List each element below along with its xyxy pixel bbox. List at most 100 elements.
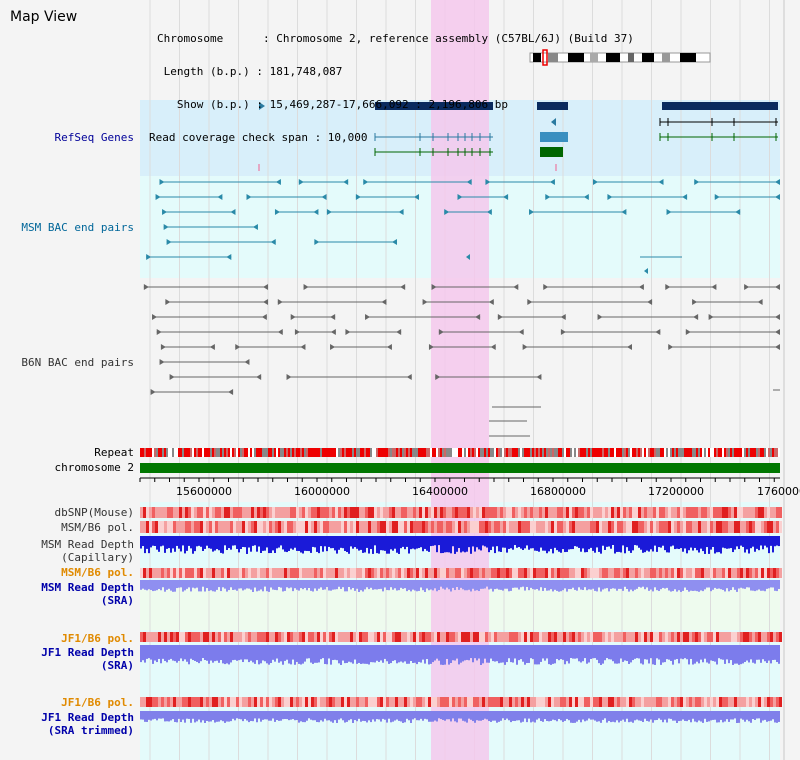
heat-cell [437,697,440,707]
depth-bar [478,536,480,550]
depth-bar [288,536,290,551]
depth-bar [518,536,520,548]
heat-cell [692,568,695,578]
repeat-bar [532,448,534,457]
heat-cell [482,521,485,533]
heat-cell [584,521,587,533]
heat-cell [335,507,338,518]
depth-bar [268,580,270,592]
bac-end-marker [246,194,252,200]
heat-cell [404,507,407,518]
repeat-bar [354,448,356,457]
depth-bar [740,645,742,665]
depth-bar [240,580,242,589]
track-label-msm-bac[interactable]: MSM BAC end pairs [21,221,134,234]
heat-cell [323,632,326,642]
heat-cell [419,507,422,518]
depth-bar [220,711,222,721]
depth-bar [464,711,466,722]
heat-cell [548,632,551,642]
track-label-refseq[interactable]: RefSeq Genes [54,131,134,144]
heat-cell [446,697,449,707]
depth-bar [394,536,396,549]
heat-cell [215,568,218,578]
heat-cell [152,521,155,533]
depth-bar [304,536,306,551]
heat-cell [506,507,509,518]
depth-bar [594,711,596,721]
depth-bar [370,536,372,550]
repeat-bar [754,448,756,457]
track-label-b6n-bac[interactable]: B6N BAC end pairs [21,356,134,369]
depth-bar [230,645,232,663]
repeat-bar [446,448,448,457]
heat-cell [350,632,353,642]
heat-cell [650,697,653,707]
heat-cell [473,521,476,533]
depth-bar [198,580,200,592]
depth-bar [452,580,454,588]
repeat-bar [742,448,744,457]
heat-cell [425,521,428,533]
heat-cell [560,521,563,533]
depth-bar [142,645,144,661]
heat-cell [317,632,320,642]
depth-bar [572,645,574,659]
heat-cell [386,632,389,642]
depth-bar [620,711,622,721]
depth-bar [418,711,420,721]
depth-bar [258,580,260,591]
repeat-bar [492,448,494,457]
heat-cell [236,507,239,518]
repeat-bar [604,448,606,457]
heat-cell [395,507,398,518]
repeat-bar [484,448,486,457]
heat-cell [257,507,260,518]
heat-cell [707,507,710,518]
depth-bar [168,645,170,660]
heat-cell [635,521,638,533]
heat-cell [689,697,692,707]
heat-cell [347,507,350,518]
depth-bar [228,645,230,665]
depth-bar [486,711,488,720]
depth-bar [202,536,204,552]
heat-cell [308,507,311,518]
heat-cell [221,632,224,642]
depth-bar [316,536,318,552]
heat-cell [719,697,722,707]
depth-bar [362,711,364,721]
heat-cell [173,632,176,642]
heat-cell [320,632,323,642]
heat-cell [230,697,233,707]
repeat-bar [592,448,594,457]
repeat-bar [226,448,228,457]
heat-cell [779,568,782,578]
heat-cell [146,697,149,707]
heat-cell [407,568,410,578]
depth-bar [710,645,712,661]
heat-cell [569,568,572,578]
depth-bar [464,645,466,661]
repeat-bar [260,448,262,457]
depth-bar [628,711,630,723]
heat-cell [608,521,611,533]
bac-end-marker [647,299,653,305]
heat-cell [449,568,452,578]
heat-cell [644,521,647,533]
heat-cell [779,697,782,707]
depth-bar [428,580,430,591]
repeat-bar [318,448,320,457]
depth-bar [448,645,450,665]
heat-cell [725,507,728,518]
depth-bar [298,711,300,723]
depth-bar [618,580,620,589]
depth-bar [156,580,158,591]
depth-bar [452,536,454,547]
heat-cell [200,521,203,533]
heat-cell [572,632,575,642]
repeat-bar [168,448,170,457]
depth-bar [324,711,326,719]
depth-bar [372,711,374,720]
depth-bar [190,536,192,549]
